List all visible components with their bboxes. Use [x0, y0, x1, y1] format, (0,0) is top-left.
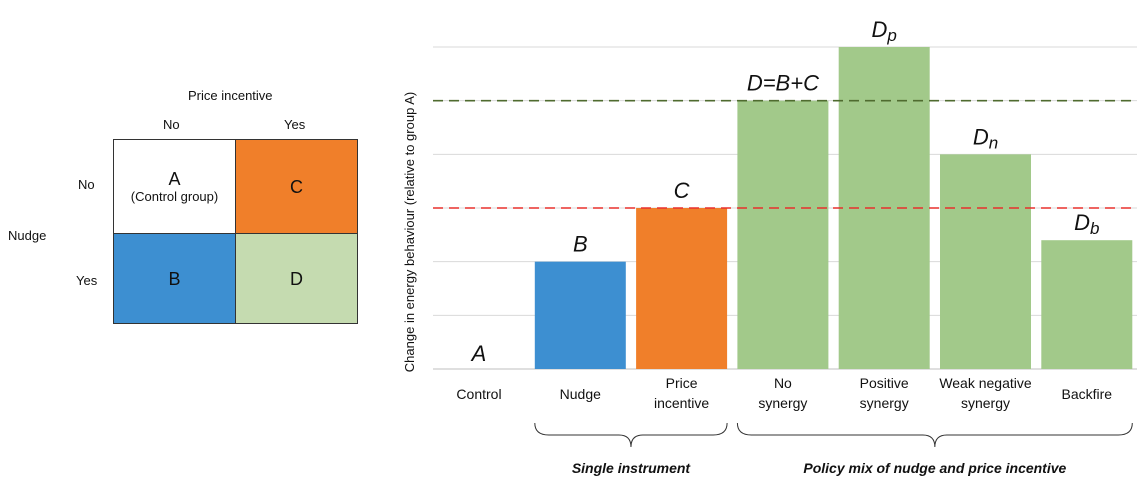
bar-nudge — [534, 261, 626, 369]
bar-label-main: D=B+C — [747, 71, 819, 96]
bar-label: Db — [1074, 210, 1099, 238]
bar-no-synergy — [737, 100, 829, 370]
category-label: synergy — [860, 395, 909, 411]
category-label: No — [774, 375, 792, 391]
bar-label-main: D — [973, 124, 989, 149]
category-label: incentive — [654, 395, 709, 411]
cell-letter: A — [168, 169, 181, 189]
group-label: Single instrument — [572, 460, 692, 476]
cell-letter: D — [290, 268, 303, 289]
bar-label: A — [470, 341, 487, 366]
bar-label: D=B+C — [747, 71, 819, 96]
bar-label-main: A — [470, 341, 487, 366]
bar-label-main: D — [872, 17, 888, 42]
bar-backfire — [1041, 240, 1133, 369]
cell-letter: C — [290, 176, 303, 197]
bar-label: Dn — [973, 124, 998, 152]
cell-letter: B — [168, 268, 181, 289]
matrix-col-header: Price incentive — [188, 88, 273, 103]
matrix-row-label-yes: Yes — [76, 273, 98, 288]
matrix-row-header: Nudge — [8, 228, 47, 243]
bar-label: Dp — [872, 17, 897, 45]
matrix-row-label-no: No — [78, 177, 95, 192]
bar-label-main: B — [573, 232, 588, 257]
matrix-cell-price-incentive: C — [235, 139, 358, 234]
category-label: Weak negative — [939, 375, 1032, 391]
bar-label: C — [674, 178, 690, 203]
matrix-col-label-yes: Yes — [284, 117, 306, 132]
bar-weak-negative-synergy — [940, 154, 1031, 369]
category-label: Backfire — [1062, 386, 1113, 402]
category-label: synergy — [758, 395, 807, 411]
matrix-cell-nudge: B — [113, 233, 236, 324]
category-label: Price — [666, 375, 698, 391]
group-label: Policy mix of nudge and price incentive — [803, 460, 1066, 476]
bar-label: B — [573, 232, 588, 257]
group-brace — [736, 422, 1133, 448]
matrix-col-label-no: No — [163, 117, 180, 132]
bar-label-subscript: b — [1090, 219, 1099, 238]
category-label: Positive — [860, 375, 909, 391]
bar-price-incentive — [636, 208, 728, 369]
bar-label-subscript: n — [989, 133, 998, 152]
category-label: Control — [456, 386, 501, 402]
category-label: Nudge — [560, 386, 601, 402]
matrix-cell-policy-mix: D — [235, 233, 358, 324]
group-brace — [534, 422, 728, 448]
bar-label-main: D — [1074, 210, 1090, 235]
bar-label-main: C — [674, 178, 690, 203]
category-label: synergy — [961, 395, 1010, 411]
y-axis-label: Change in energy behaviour (relative to … — [402, 92, 417, 372]
cell-sublabel: (Control group) — [130, 189, 219, 204]
bar-label-subscript: p — [886, 26, 896, 45]
